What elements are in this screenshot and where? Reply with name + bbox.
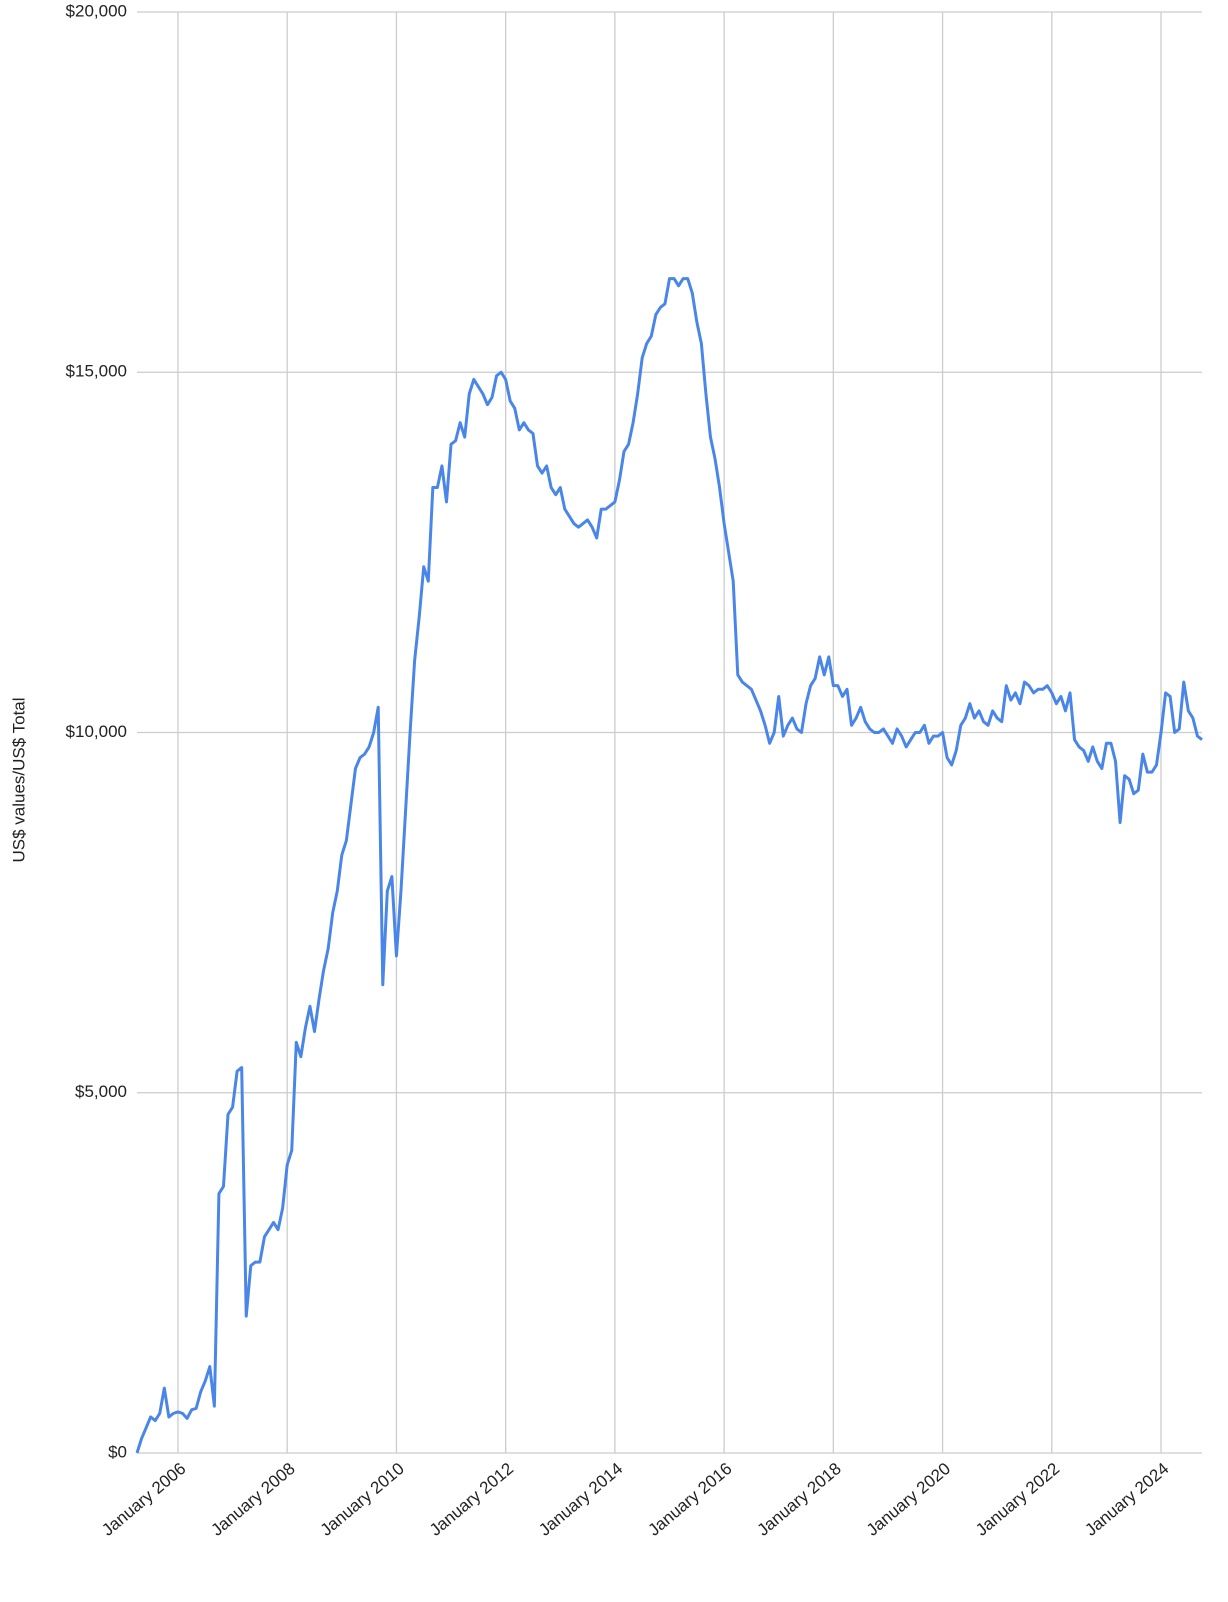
x-tick-label: January 2020 [863,1459,954,1540]
y-tick-label: $15,000 [66,362,127,381]
x-tick-label: January 2006 [98,1459,189,1540]
y-tick-label: $10,000 [66,722,127,741]
x-tick-label: January 2010 [317,1459,408,1540]
x-tick-label: January 2008 [208,1459,299,1540]
x-tick-label: January 2018 [754,1459,845,1540]
x-tick-label: January 2012 [426,1459,517,1540]
y-tick-label: $0 [108,1442,127,1461]
x-tick-label: January 2024 [1081,1459,1172,1540]
x-tick-label: January 2016 [644,1459,735,1540]
y-tick-label: $20,000 [66,1,127,20]
data-line [135,277,1203,1454]
x-tick-label: January 2014 [535,1459,626,1540]
y-tick-label: $5,000 [75,1082,127,1101]
y-axis-title: US$ values/US$ Total [9,697,28,862]
x-tick-label: January 2022 [972,1459,1063,1540]
